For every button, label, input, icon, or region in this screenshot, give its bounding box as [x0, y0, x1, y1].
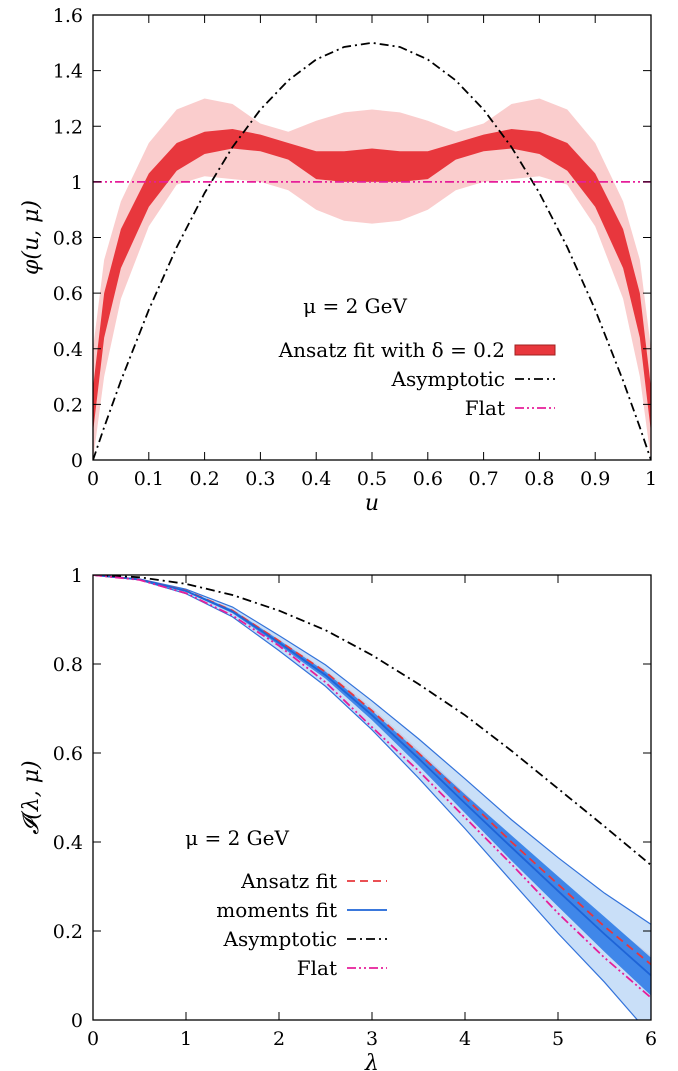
x-tick-label: 0.9: [580, 468, 610, 490]
x-tick-label: 0.7: [468, 468, 498, 490]
x-tick-label: 2: [273, 1028, 285, 1050]
y-tick-label: 0.6: [53, 283, 83, 305]
y-tick-label: 0.2: [53, 394, 83, 416]
legend-swatch: [514, 344, 556, 356]
y-tick-label: 1: [71, 565, 83, 587]
series-1-line: [93, 41, 651, 460]
legend-label: Asymptotic: [391, 367, 506, 391]
x-tick-label: 0.8: [524, 468, 554, 490]
y-tick-label: 1: [71, 172, 83, 194]
y-tick-label: 0.8: [53, 228, 83, 250]
x-tick-label: 0.5: [357, 468, 387, 490]
series-1-line: [93, 575, 651, 977]
y-tick-label: 0.6: [53, 743, 83, 765]
plot-frame: [92, 574, 652, 1021]
legend-label: Ansatz fit: [240, 869, 337, 893]
y-tick-label: 0.2: [53, 921, 83, 943]
chart-ioffe-time-distribution: 0 1 2 3 4 5 6 0 0.2 0.4 0.6 0.8 1 λ 𝓘(λ, μ) μ = 2 GeV An…: [19, 565, 657, 1071]
x-tick-label: 0: [87, 468, 99, 490]
legend-label: Flat: [465, 396, 505, 420]
chart-phi-distribution: 0 0.1 0.2 0.3 0.4 0.5 0.6 0.7 0.8 0.9 1 0 0.2 0.4 0.6 0…: [19, 5, 657, 516]
y-tick-label: 1.6: [53, 5, 83, 27]
y-tick-label: 0: [71, 1010, 83, 1032]
x-tick-label: 0.4: [301, 468, 331, 490]
legend-label: Asymptotic: [223, 927, 338, 951]
x-tick-label: 4: [459, 1028, 471, 1050]
annotation-mu: μ = 2 GeV: [303, 294, 407, 318]
x-tick-label: 1: [180, 1028, 192, 1050]
x-tick-label: 0.1: [134, 468, 164, 490]
series-2-line: [93, 575, 651, 866]
y-tick-label: 0.8: [53, 654, 83, 676]
y-tick-label: 1.4: [53, 61, 83, 83]
series-3-line: [93, 575, 651, 999]
x-tick-label: 0.2: [189, 468, 219, 490]
annotation-mu: μ = 2 GeV: [185, 826, 289, 850]
plot-area: [93, 575, 651, 1020]
x-axis-label: u: [365, 491, 379, 516]
legend-label: Flat: [297, 956, 337, 980]
plot-frame: [92, 14, 652, 461]
y-axis-label: 𝓘(λ, μ): [19, 760, 44, 834]
y-tick-label: 0.4: [53, 339, 83, 361]
x-tick-label: 0: [87, 1028, 99, 1050]
y-tick-label: 0: [71, 450, 83, 472]
plot-area: [93, 41, 651, 460]
x-tick-label: 5: [552, 1028, 564, 1050]
legend-label: Ansatz fit with δ = 0.2: [278, 338, 505, 362]
x-axis-label: λ: [364, 1051, 379, 1071]
x-tick-label: 0.6: [413, 468, 443, 490]
x-tick-label: 3: [366, 1028, 378, 1050]
x-tick-label: 0.3: [245, 468, 275, 490]
y-tick-label: 0.4: [53, 832, 83, 854]
series-1-outer-band: [93, 575, 651, 1020]
y-tick-label: 1.2: [53, 116, 83, 138]
y-axis-label: φ(u, μ): [19, 200, 44, 275]
legend-label: moments fit: [216, 898, 337, 922]
x-tick-label: 1: [645, 468, 657, 490]
x-tick-label: 6: [645, 1028, 657, 1050]
